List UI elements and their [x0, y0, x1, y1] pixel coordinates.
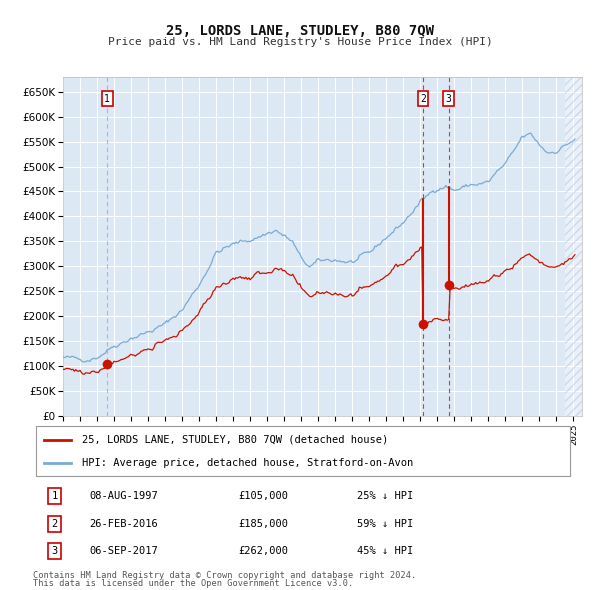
Text: 45% ↓ HPI: 45% ↓ HPI	[357, 546, 413, 556]
Text: This data is licensed under the Open Government Licence v3.0.: This data is licensed under the Open Gov…	[33, 579, 353, 588]
Text: 25% ↓ HPI: 25% ↓ HPI	[357, 491, 413, 502]
Text: £105,000: £105,000	[238, 491, 288, 502]
Text: 25, LORDS LANE, STUDLEY, B80 7QW: 25, LORDS LANE, STUDLEY, B80 7QW	[166, 24, 434, 38]
Text: 1: 1	[52, 491, 58, 502]
Text: Contains HM Land Registry data © Crown copyright and database right 2024.: Contains HM Land Registry data © Crown c…	[33, 571, 416, 579]
Text: HPI: Average price, detached house, Stratford-on-Avon: HPI: Average price, detached house, Stra…	[82, 458, 413, 468]
Text: £262,000: £262,000	[238, 546, 288, 556]
Text: 06-SEP-2017: 06-SEP-2017	[90, 546, 158, 556]
Text: 3: 3	[52, 546, 58, 556]
Text: 2: 2	[420, 94, 426, 104]
Text: £185,000: £185,000	[238, 519, 288, 529]
FancyBboxPatch shape	[36, 427, 570, 476]
Text: 1: 1	[104, 94, 110, 104]
Text: Price paid vs. HM Land Registry's House Price Index (HPI): Price paid vs. HM Land Registry's House …	[107, 37, 493, 47]
Text: 2: 2	[52, 519, 58, 529]
Bar	[565, 77, 582, 416]
Text: 59% ↓ HPI: 59% ↓ HPI	[357, 519, 413, 529]
Text: 25, LORDS LANE, STUDLEY, B80 7QW (detached house): 25, LORDS LANE, STUDLEY, B80 7QW (detach…	[82, 435, 388, 445]
Text: 08-AUG-1997: 08-AUG-1997	[90, 491, 158, 502]
Text: 3: 3	[446, 94, 452, 104]
Text: 26-FEB-2016: 26-FEB-2016	[90, 519, 158, 529]
